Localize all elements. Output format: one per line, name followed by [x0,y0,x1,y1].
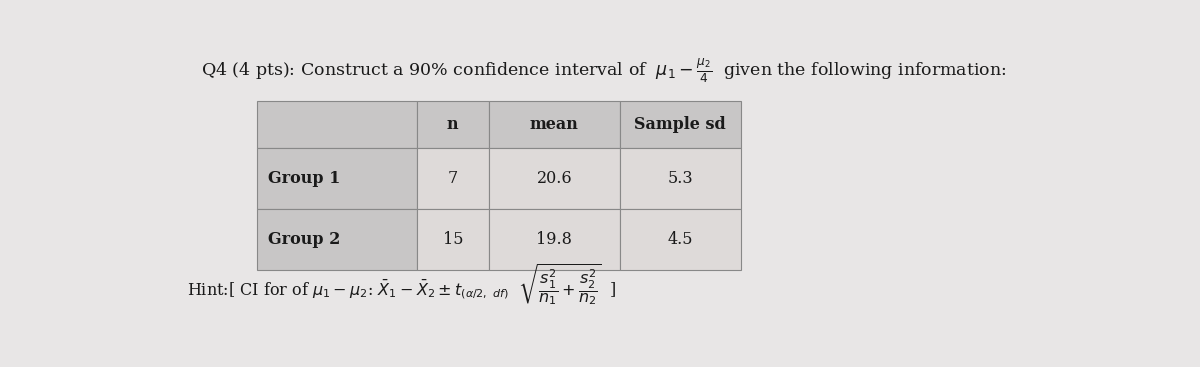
Bar [619,209,740,270]
Bar [416,101,490,148]
Text: n: n [446,116,458,133]
Bar [490,148,619,209]
Bar [257,101,416,148]
Text: Group 2: Group 2 [268,231,341,248]
Bar [490,101,619,148]
Text: 15: 15 [443,231,463,248]
Text: 20.6: 20.6 [536,170,572,187]
Bar [490,209,619,270]
Text: Q4 (4 pts): Construct a 90% confidence interval of  $\mu_1 - \frac{\mu_2}{4}$  g: Q4 (4 pts): Construct a 90% confidence i… [202,57,1007,85]
Bar [619,148,740,209]
Text: Hint:[ CI for of $\mu_1 - \mu_2$: $\bar{X}_1 - \bar{X}_2 \pm t_{(\alpha/2,\ df)}: Hint:[ CI for of $\mu_1 - \mu_2$: $\bar{… [187,262,617,307]
Text: 7: 7 [448,170,458,187]
Bar [619,101,740,148]
Bar [257,148,416,209]
Bar [416,148,490,209]
Text: 19.8: 19.8 [536,231,572,248]
Bar [416,209,490,270]
Text: 4.5: 4.5 [667,231,692,248]
Text: Group 1: Group 1 [268,170,341,187]
Text: Sample sd: Sample sd [635,116,726,133]
Text: mean: mean [530,116,578,133]
Bar [257,209,416,270]
Text: 5.3: 5.3 [667,170,692,187]
